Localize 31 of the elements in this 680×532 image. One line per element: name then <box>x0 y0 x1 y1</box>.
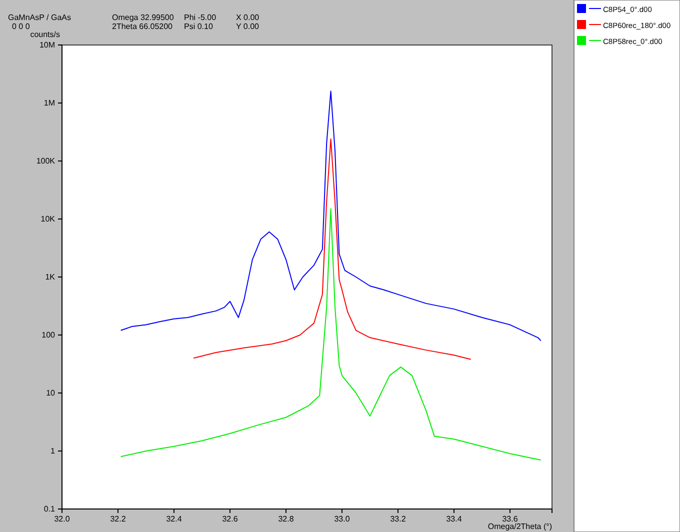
line-series <box>120 90 542 342</box>
y-tick-label: 1 <box>50 446 56 456</box>
x-tick-label: 32.6 <box>222 514 238 524</box>
text: Y 0.00 <box>236 22 260 31</box>
x-tick-label: 33.2 <box>390 514 406 524</box>
text: 0 0 0 <box>12 22 30 31</box>
y-axis-title: counts/s <box>30 30 60 39</box>
y-tick-label: 10K <box>40 214 56 224</box>
y-tick-label: 100K <box>36 156 56 166</box>
text: X 0.00 <box>236 13 260 22</box>
x-tick-label: 33.4 <box>446 514 462 524</box>
text: Phi -5.00 <box>184 13 217 22</box>
y-tick-label: 1K <box>45 272 56 282</box>
text: GaMnAsP / GaAs <box>8 13 71 22</box>
x-tick-label: 32.0 <box>54 514 70 524</box>
y-tick-label: 10 <box>46 388 56 398</box>
x-tick-label: 32.2 <box>110 514 126 524</box>
text: 2Theta 66.05200 <box>112 22 174 31</box>
y-tick-label: 0.1 <box>44 504 56 514</box>
text: Omega 32.99500 <box>112 13 174 22</box>
x-tick-label: 33.0 <box>334 514 350 524</box>
x-tick-label: 32.8 <box>278 514 294 524</box>
y-tick-label: 1M <box>44 98 56 108</box>
text: Psi 0.10 <box>184 22 214 31</box>
x-axis-title: Omega/2Theta (°) <box>488 522 552 531</box>
x-tick-label: 32.4 <box>166 514 182 524</box>
line-series <box>120 208 542 460</box>
y-tick-label: 10M <box>39 40 56 50</box>
line-series <box>193 138 472 360</box>
y-tick-label: 100 <box>42 330 56 340</box>
x-tick-label: 33.6 <box>502 514 518 524</box>
